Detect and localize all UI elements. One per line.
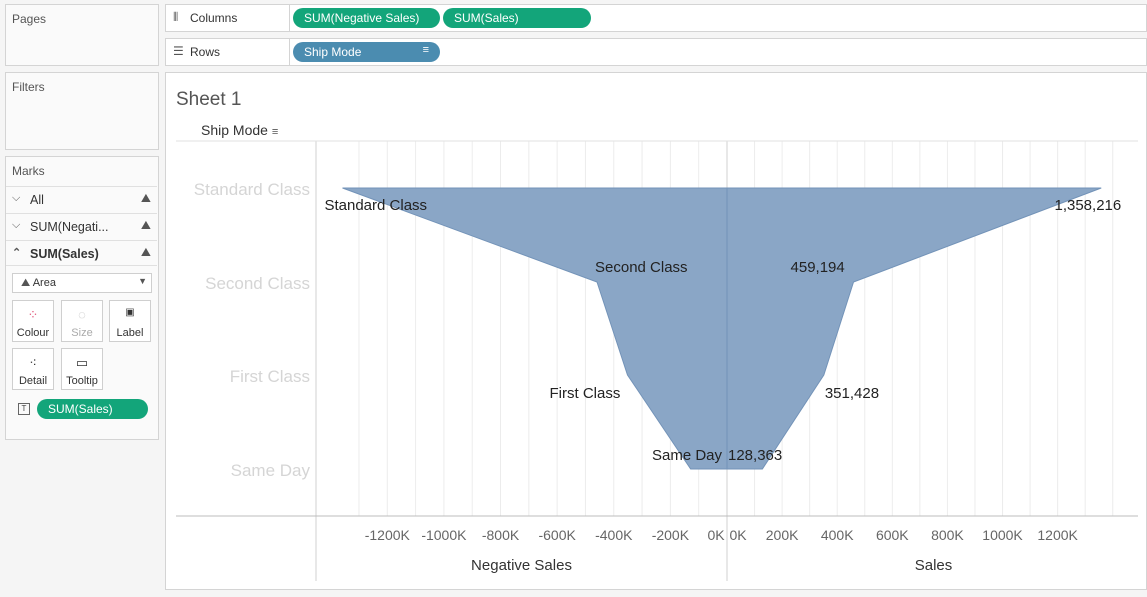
filters-panel[interactable]: Filters bbox=[5, 72, 159, 150]
chevron-down-icon: ⌵ bbox=[12, 192, 21, 204]
tick-label: 400K bbox=[821, 527, 854, 543]
row-header-category: Second Class bbox=[205, 274, 310, 293]
marks-panel: Marks bbox=[5, 156, 159, 440]
worksheet: Sheet 1 Ship Mode ≡ Standard Class Second… bbox=[165, 72, 1147, 590]
area-mark-icon: ⛰ bbox=[140, 245, 151, 259]
detail-button[interactable]: ⁖ Detail bbox=[12, 348, 54, 390]
colour-button[interactable]: ⁘ Colour bbox=[12, 300, 54, 342]
mark-type-value: Area bbox=[32, 277, 56, 289]
data-label-sales: 459,194 bbox=[791, 259, 845, 276]
marks-row-negative-sales[interactable]: ⌵ SUM(Negati... ⛰ bbox=[6, 213, 157, 239]
detail-label: Detail bbox=[18, 375, 48, 387]
rows-label: Rows bbox=[190, 45, 221, 59]
colour-icon: ⁘ bbox=[27, 307, 39, 322]
sort-icon: ≡ bbox=[271, 126, 279, 138]
gridlines bbox=[176, 140, 1138, 581]
label-icon: ▣ bbox=[125, 307, 135, 318]
area-sales bbox=[726, 187, 1102, 470]
label-label: Label bbox=[116, 327, 144, 339]
filters-title: Filters bbox=[12, 80, 45, 94]
marks-row-label: All bbox=[30, 193, 44, 207]
tooltip-label: Tooltip bbox=[66, 375, 98, 387]
row-header-category: Standard Class bbox=[194, 180, 310, 199]
chevron-up-icon: ⌃ bbox=[12, 247, 22, 259]
tick-label: 1000K bbox=[982, 527, 1023, 543]
label-icon: T bbox=[18, 403, 30, 415]
tooltip-button[interactable]: ▭ Tooltip bbox=[61, 348, 103, 390]
area-mark-icon: ⛰ bbox=[140, 218, 151, 232]
axes: Standard Class Second Class First Class Sam… bbox=[194, 180, 1079, 574]
chevron-down-icon: ⌵ bbox=[12, 219, 21, 231]
row-header-label: Ship Mode bbox=[201, 122, 268, 138]
axis-title-sales: Sales bbox=[915, 557, 953, 574]
area-negative-sales bbox=[342, 187, 728, 470]
area-mark-icon: ⛰ bbox=[140, 191, 151, 205]
row-header-category: First Class bbox=[230, 367, 310, 386]
size-label: Size bbox=[71, 327, 93, 339]
row-header-category: Same Day bbox=[231, 461, 311, 480]
columns-label-cell: ⦀ Columns bbox=[166, 5, 290, 31]
areas bbox=[342, 187, 1102, 470]
columns-icon: ⦀ bbox=[173, 10, 179, 24]
size-icon: ◌ bbox=[78, 307, 86, 322]
sheet-title: Sheet 1 bbox=[176, 89, 242, 110]
pages-title: Pages bbox=[12, 12, 47, 26]
size-button[interactable]: ◌ Size bbox=[61, 300, 103, 342]
tick-label: -600K bbox=[538, 527, 576, 543]
funnel-chart: Standard Class Second Class First Class Sam… bbox=[176, 140, 1138, 581]
pages-panel[interactable]: Pages bbox=[5, 4, 159, 66]
columns-label: Columns bbox=[190, 11, 238, 25]
tick-label: -400K bbox=[595, 527, 633, 543]
row-header[interactable]: Ship Mode ≡ bbox=[201, 122, 278, 138]
axis-title-negative-sales: Negative Sales bbox=[471, 557, 572, 574]
data-label-sales: 351,428 bbox=[825, 385, 879, 402]
tooltip-icon: ▭ bbox=[75, 355, 89, 370]
tick-label: 0K bbox=[729, 527, 747, 543]
tick-label: 600K bbox=[876, 527, 909, 543]
data-label-negative-sales: Standard Class bbox=[324, 197, 427, 214]
area-mark-icon: ⛰ bbox=[21, 277, 31, 289]
column-pill-negative-sales[interactable]: SUM(Negative Sales) bbox=[293, 8, 440, 28]
marks-row-sales[interactable]: ⌃ SUM(Sales) ⛰ bbox=[6, 240, 157, 266]
data-label-negative-sales: First Class bbox=[550, 385, 621, 402]
detail-icon: ⁖ bbox=[29, 355, 37, 370]
chevron-down-icon: ▼ bbox=[138, 276, 147, 286]
rows-label-cell: ☰ Rows bbox=[166, 39, 290, 65]
marks-row-label: SUM(Negati... bbox=[30, 220, 109, 234]
data-label-negative-sales: Same Day bbox=[652, 447, 723, 464]
tick-label: -200K bbox=[652, 527, 690, 543]
marks-title: Marks bbox=[12, 164, 45, 178]
colour-label: Colour bbox=[16, 327, 50, 339]
data-label-negative-sales: Second Class bbox=[595, 259, 688, 276]
tick-label: 0K bbox=[707, 527, 725, 543]
row-pill-label: Ship Mode bbox=[304, 45, 362, 59]
sort-icon: ≡ bbox=[422, 44, 429, 56]
tick-label: 200K bbox=[766, 527, 799, 543]
mark-type-dropdown[interactable]: ⛰ Area ▼ bbox=[12, 273, 152, 293]
tick-label: -1200K bbox=[365, 527, 411, 543]
marks-row-all[interactable]: ⌵ All ⛰ bbox=[6, 186, 157, 212]
rows-icon: ☰ bbox=[173, 44, 184, 58]
data-labels: Standard Class Second Class First Class Sam… bbox=[324, 197, 1121, 464]
row-pill-ship-mode[interactable]: Ship Mode ≡ bbox=[293, 42, 440, 62]
marks-row-label: SUM(Sales) bbox=[30, 247, 99, 261]
tick-label: 1200K bbox=[1037, 527, 1078, 543]
tick-label: -1000K bbox=[421, 527, 467, 543]
data-label-sales: 128,363 bbox=[728, 447, 782, 464]
data-label-sales: 1,358,216 bbox=[1054, 197, 1121, 214]
tick-label: -800K bbox=[482, 527, 520, 543]
label-button[interactable]: ▣ Label bbox=[109, 300, 151, 342]
label-pill-sales[interactable]: SUM(Sales) bbox=[37, 399, 148, 419]
column-pill-sales[interactable]: SUM(Sales) bbox=[443, 8, 591, 28]
tick-label: 800K bbox=[931, 527, 964, 543]
